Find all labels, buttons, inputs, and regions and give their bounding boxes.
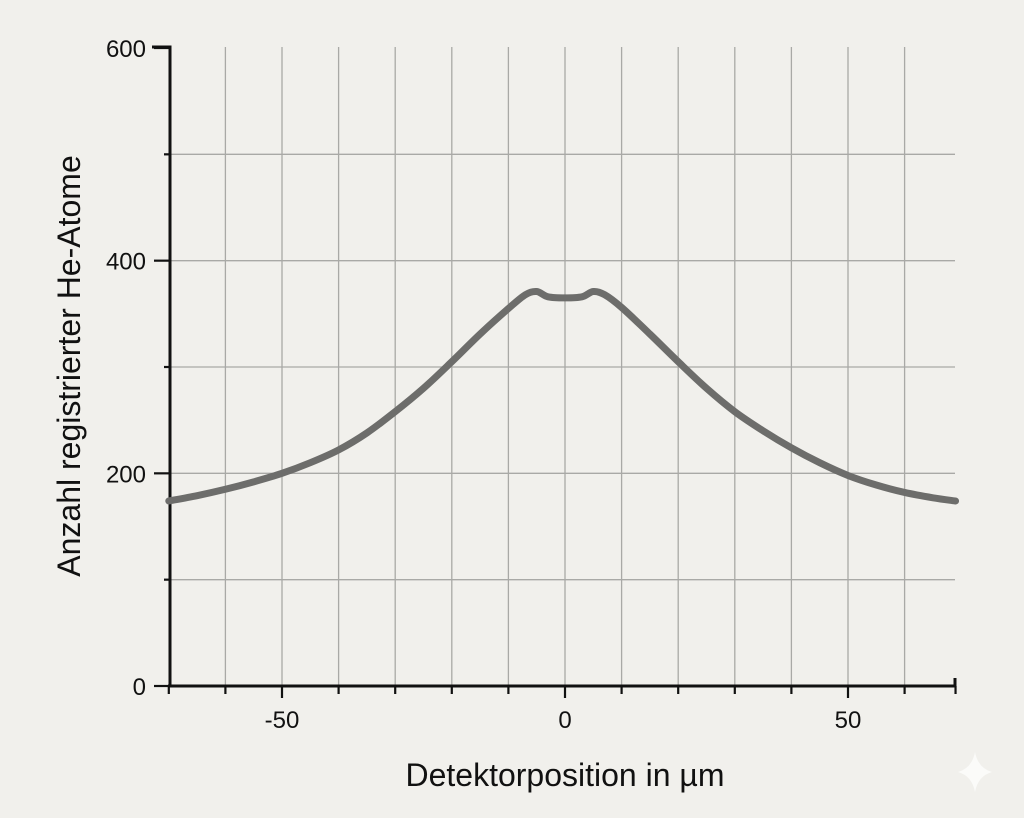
y-tick-label: 0 <box>133 674 146 701</box>
data-curve <box>165 287 960 505</box>
tick-labels: -50 0 50 0 200 400 600 <box>106 36 861 734</box>
grid-lines <box>170 47 955 686</box>
y-tick-label: 200 <box>106 461 146 488</box>
x-tick-label: 0 <box>558 707 571 734</box>
x-axis-line <box>168 678 957 688</box>
y-tick-label: 600 <box>106 36 146 63</box>
x-tick-label: 50 <box>835 707 862 734</box>
sparkle-icon <box>958 752 992 792</box>
axis-ticks <box>154 46 957 698</box>
y-axis-title: Anzahl registrierter He-Atome <box>51 155 87 576</box>
x-tick-label: -50 <box>265 707 300 734</box>
x-axis-title: Detektorposition in µm <box>405 757 724 793</box>
y-tick-label: 400 <box>106 249 146 276</box>
